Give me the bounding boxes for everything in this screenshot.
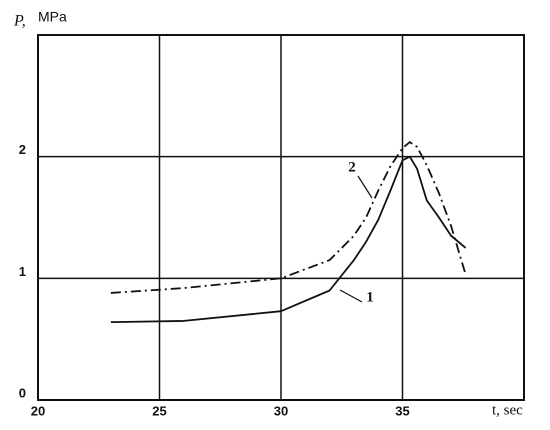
series-label: 1 xyxy=(366,289,374,305)
y-axis-label: P, xyxy=(13,13,26,30)
x-tick-label: 20 xyxy=(31,403,45,418)
y-axis-unit: MPa xyxy=(38,9,67,25)
leader-line xyxy=(357,175,373,199)
x-tick-label: 30 xyxy=(274,403,288,418)
series-line xyxy=(110,141,467,294)
y-tick-label: 1 xyxy=(19,264,26,279)
series-label: 2 xyxy=(348,159,356,175)
x-tick-label: 25 xyxy=(152,403,166,418)
y-tick-label: 2 xyxy=(19,142,26,157)
series-line xyxy=(110,155,467,324)
x-axis-label: t, sec xyxy=(492,402,523,418)
x-tick-label: 35 xyxy=(395,403,409,418)
y-tick-label: 0 xyxy=(19,385,26,400)
leader-line xyxy=(339,289,363,303)
